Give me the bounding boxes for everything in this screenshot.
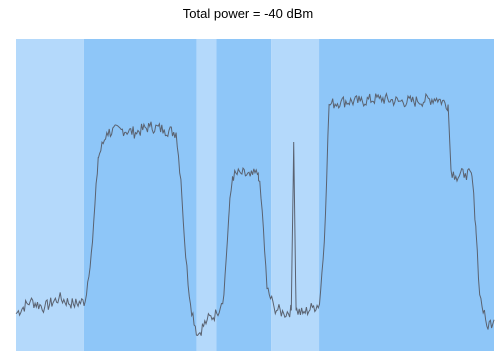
band-5-light [271, 39, 320, 351]
band-group [16, 39, 494, 351]
power-trace [15, 92, 495, 336]
chart-title: Total power = -40 dBm [182, 6, 314, 21]
band-2-dark [83, 39, 197, 351]
band-3-light [196, 39, 217, 351]
band-4-dark [216, 39, 272, 351]
band-6-dark [319, 39, 494, 351]
